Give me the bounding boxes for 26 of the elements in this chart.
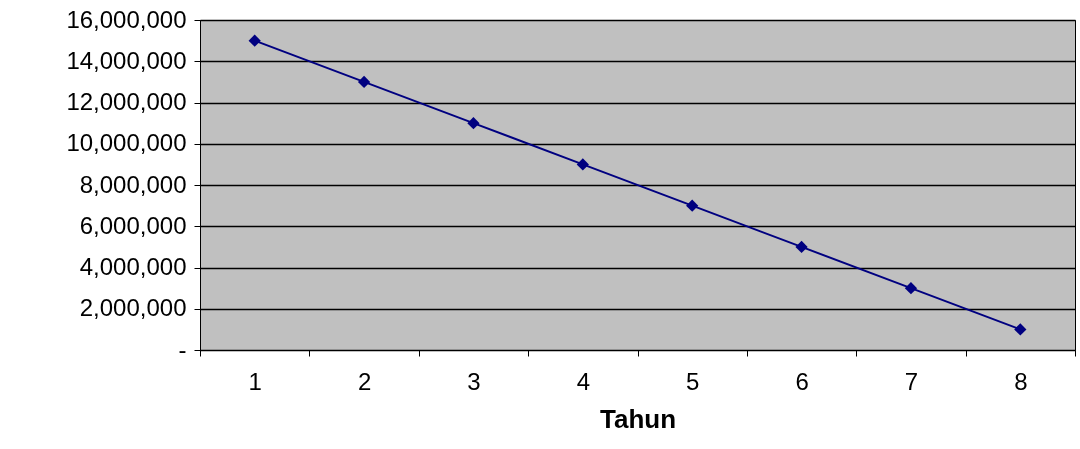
x-tick-label: 6 <box>795 367 809 395</box>
x-tick-label: 8 <box>1014 367 1028 395</box>
y-tick-label: 8,000,000 <box>79 170 187 198</box>
point <box>904 282 918 295</box>
point <box>686 199 699 212</box>
y-tick-label: 6,000,000 <box>79 211 187 239</box>
x-tick-label: 2 <box>357 367 372 395</box>
point <box>248 34 261 47</box>
point <box>467 117 480 130</box>
x-tick-label: 4 <box>576 367 590 395</box>
y-tick-label: 2,000,000 <box>79 294 187 322</box>
x-tick-label: 7 <box>904 367 919 395</box>
x-tick-label: 1 <box>248 367 262 395</box>
y-tick-label: 12,000,000 <box>66 88 187 115</box>
x-axis-title: Tahun <box>599 403 677 434</box>
y-tick-label: 4,000,000 <box>79 253 187 280</box>
y-tick-label: 14,000,000 <box>66 46 187 74</box>
point <box>357 75 371 88</box>
y-tick-label: 16,000,000 <box>66 5 187 33</box>
y-tick-label: - <box>178 335 187 363</box>
point <box>576 158 589 171</box>
x-tick-label: 3 <box>467 367 481 395</box>
y-tick-label: 10,000,000 <box>66 129 187 157</box>
point <box>795 240 808 253</box>
point <box>1014 323 1027 336</box>
x-tick-label: 5 <box>686 367 700 395</box>
